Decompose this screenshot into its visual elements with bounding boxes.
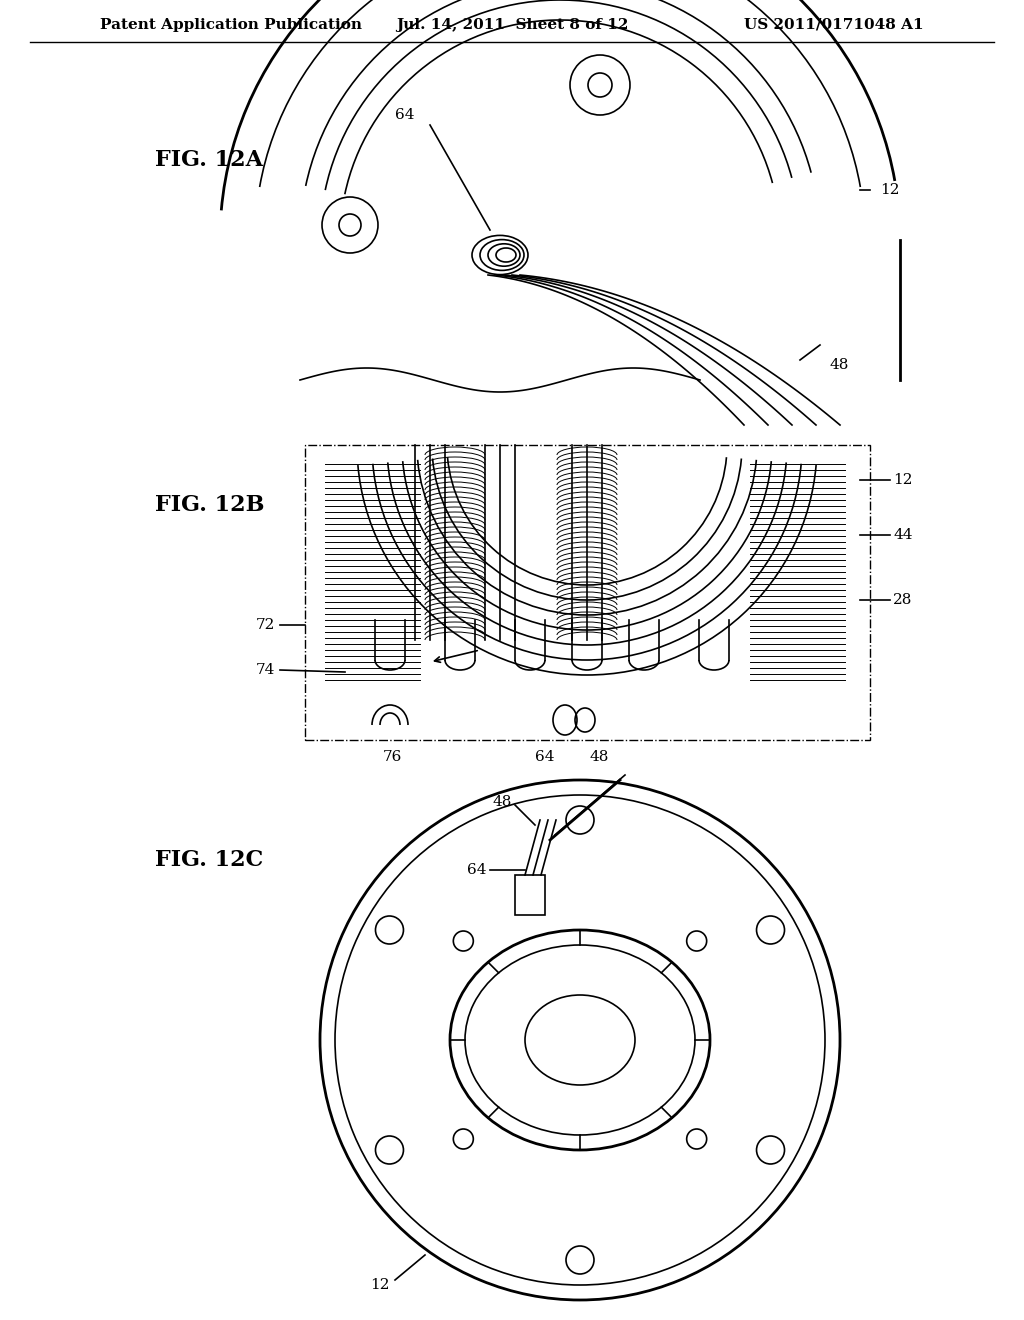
Text: 28: 28 — [893, 593, 912, 607]
Text: FIG. 12C: FIG. 12C — [155, 849, 263, 871]
Text: 12: 12 — [893, 473, 912, 487]
Text: 74: 74 — [256, 663, 275, 677]
Text: 48: 48 — [493, 795, 512, 809]
Text: Patent Application Publication: Patent Application Publication — [100, 18, 362, 32]
Text: FIG. 12B: FIG. 12B — [155, 494, 264, 516]
Text: 12: 12 — [371, 1278, 390, 1292]
Text: Jul. 14, 2011  Sheet 8 of 12: Jul. 14, 2011 Sheet 8 of 12 — [396, 18, 628, 32]
Bar — [515, 875, 545, 915]
Text: FIG. 12A: FIG. 12A — [155, 149, 263, 172]
Text: 76: 76 — [382, 750, 401, 764]
Text: 12: 12 — [880, 183, 899, 197]
Text: 48: 48 — [830, 358, 849, 372]
Text: US 2011/0171048 A1: US 2011/0171048 A1 — [744, 18, 924, 32]
Text: 72: 72 — [256, 618, 275, 632]
Text: 44: 44 — [893, 528, 912, 543]
Text: 64: 64 — [395, 108, 415, 121]
Bar — [305, 445, 870, 741]
Text: 64: 64 — [536, 750, 555, 764]
Text: 64: 64 — [468, 863, 487, 876]
Text: 48: 48 — [590, 750, 609, 764]
